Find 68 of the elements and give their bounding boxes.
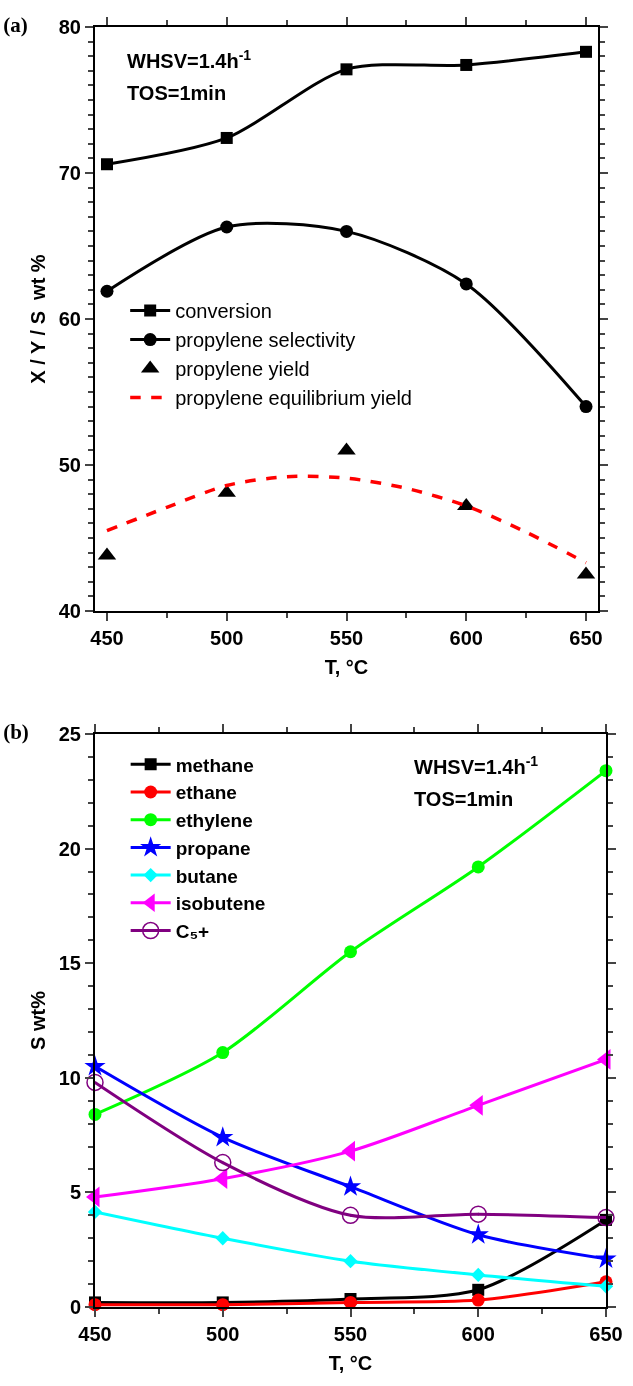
point bbox=[459, 277, 473, 291]
chart-title: (b) bbox=[3, 720, 29, 745]
point bbox=[580, 45, 593, 58]
x-axis-title: T, °C bbox=[324, 656, 369, 678]
x-tick-label: 500 bbox=[206, 1323, 240, 1345]
point bbox=[471, 860, 485, 874]
x-tick-label: 600 bbox=[449, 627, 483, 649]
y-tick-label: 10 bbox=[58, 1066, 81, 1089]
point bbox=[100, 284, 114, 298]
point bbox=[216, 1046, 230, 1060]
point bbox=[339, 1175, 362, 1196]
annotation: WHSV=1.4h$^{-1}$ bbox=[127, 47, 252, 73]
point bbox=[214, 1153, 232, 1172]
legend-label: methane bbox=[175, 754, 254, 776]
y-tick-label: 40 bbox=[58, 600, 81, 622]
point bbox=[471, 1267, 486, 1283]
point bbox=[469, 1205, 487, 1223]
point bbox=[100, 158, 113, 171]
point bbox=[212, 1126, 234, 1147]
x-tick-label: 550 bbox=[333, 1323, 368, 1345]
legend-label: propylene selectivity bbox=[175, 329, 356, 352]
point bbox=[215, 1231, 230, 1246]
annotation: WHSV=1.4h$^{-1}$ bbox=[414, 753, 539, 779]
x-tick-label: 450 bbox=[90, 627, 124, 649]
y-tick-label: 15 bbox=[58, 952, 81, 975]
x-axis-title: T, °C bbox=[328, 1352, 373, 1374]
point bbox=[597, 1208, 615, 1227]
annotation: TOS=1min bbox=[127, 82, 227, 104]
point bbox=[460, 58, 473, 71]
point bbox=[579, 400, 593, 414]
y-tick-label: 20 bbox=[58, 837, 81, 860]
y-axis-title: S wt% bbox=[26, 990, 49, 1050]
point bbox=[220, 131, 233, 144]
legend-label: isobutene bbox=[175, 893, 266, 915]
chart-title: (a) bbox=[3, 13, 28, 38]
point bbox=[340, 224, 353, 238]
point bbox=[344, 1295, 357, 1309]
y-tick-label: 70 bbox=[58, 162, 81, 184]
legend-label: butane bbox=[175, 865, 238, 887]
x-tick-label: 600 bbox=[461, 1323, 495, 1345]
point bbox=[341, 1206, 360, 1225]
point bbox=[343, 1254, 358, 1269]
legend-label: C₅+ bbox=[175, 920, 210, 942]
y-tick-label: 0 bbox=[69, 1296, 81, 1318]
point bbox=[86, 1073, 104, 1092]
line-series bbox=[105, 474, 588, 565]
x-tick-label: 650 bbox=[569, 627, 603, 649]
point bbox=[220, 220, 234, 234]
legend-label: ethylene bbox=[175, 810, 253, 832]
x-tick-label: 500 bbox=[210, 627, 244, 649]
legend-label: propane bbox=[175, 837, 251, 859]
y-tick-label: 5 bbox=[69, 1181, 81, 1204]
legend-label: propylene equilibrium yield bbox=[175, 387, 412, 410]
legend-label: conversion bbox=[175, 300, 272, 323]
point bbox=[344, 945, 357, 959]
y-tick-label: 25 bbox=[58, 723, 81, 745]
y-tick-label: 60 bbox=[58, 308, 81, 330]
x-tick-label: 450 bbox=[78, 1323, 112, 1345]
point bbox=[340, 63, 353, 76]
x-tick-label: 650 bbox=[589, 1323, 623, 1345]
annotation: TOS=1min bbox=[414, 788, 514, 810]
point bbox=[471, 1293, 485, 1307]
y-axis-title: X / Y / S wt % bbox=[26, 254, 49, 384]
legend-label: propylene yield bbox=[175, 358, 310, 381]
legend-label: ethane bbox=[175, 782, 237, 804]
x-tick-label: 550 bbox=[329, 627, 364, 649]
y-tick-label: 80 bbox=[58, 16, 81, 38]
y-tick-label: 50 bbox=[58, 454, 81, 476]
